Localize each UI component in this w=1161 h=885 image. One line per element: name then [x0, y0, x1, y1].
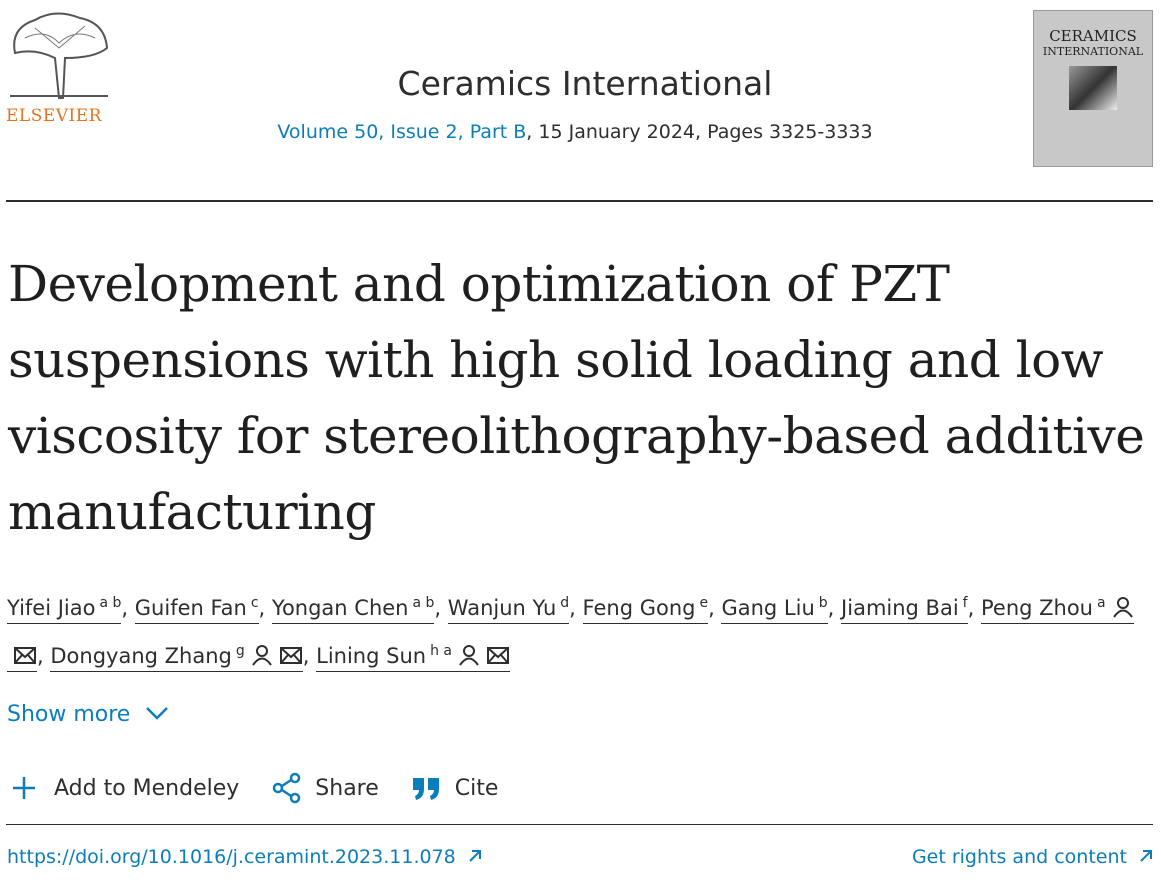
icon-part	[279, 647, 302, 664]
author-affiliation: a b	[99, 595, 122, 611]
article-title: Development and optimization of PZT susp…	[8, 255, 1145, 541]
rights-link[interactable]: Get rights and content	[912, 846, 1153, 868]
author-name: Dongyang Zhang	[50, 644, 232, 668]
author-affiliation: g	[235, 643, 245, 659]
author[interactable]: Guifen Fan c	[134, 595, 259, 624]
publisher-logo	[10, 12, 109, 99]
doi-text: https://doi.org/10.1016/j.ceramint.2023.…	[7, 846, 456, 868]
publisher-name: ELSEVIER	[6, 106, 102, 126]
author-name: Wanjun Yu	[447, 596, 557, 620]
email-icon	[486, 647, 509, 664]
separator: ,	[708, 596, 715, 620]
author-affiliation: e	[699, 595, 709, 611]
author[interactable]: Gang Liu b	[721, 595, 828, 624]
author[interactable]: Wanjun Yu d	[447, 595, 570, 624]
show-more-label: Show more	[7, 702, 131, 727]
icon-part	[251, 657, 272, 666]
cover-title: CERAMICS	[1049, 27, 1137, 45]
share-button[interactable]: Share	[315, 775, 379, 801]
journal-issue: Volume 50, Issue 2, Part B, 15 January 2…	[200, 121, 950, 143]
email-icon	[14, 647, 36, 664]
separator: ,	[37, 644, 44, 668]
separator: ,	[258, 596, 266, 620]
divider	[6, 200, 1153, 202]
journal-cover[interactable]: CERAMICS INTERNATIONAL	[1033, 10, 1153, 167]
icon-part	[1112, 609, 1133, 618]
author[interactable]: Jiaming Bai f	[841, 595, 968, 624]
author[interactable]: Lining Sun h a	[316, 643, 510, 672]
icon-part	[14, 647, 36, 664]
cite-button[interactable]: Cite	[454, 775, 499, 801]
separator: ,	[569, 596, 576, 620]
author-name: Lining Sun	[316, 644, 427, 668]
chevron-icon	[146, 707, 169, 720]
author[interactable]: Yongan Chen a b	[271, 595, 435, 624]
separator: ,	[827, 596, 835, 620]
author-affiliation: d	[560, 595, 570, 611]
icon-part	[255, 645, 268, 657]
cover-image	[1069, 66, 1117, 110]
separator: ,	[121, 596, 129, 620]
issue-details: , 15 January 2024, Pages 3325-3333	[526, 121, 873, 143]
person-icon	[459, 645, 479, 666]
author-affiliation: a	[1097, 595, 1106, 611]
divider	[6, 824, 1153, 825]
external-icon	[1140, 850, 1152, 862]
show-more[interactable]: Show more	[7, 702, 171, 727]
separator: ,	[302, 644, 310, 668]
icon-part	[279, 647, 302, 664]
icon-part	[14, 647, 36, 664]
author-list: Yifei Jiao a b, Guifen Fan c, Yongan Chen a…	[7, 582, 1157, 678]
author-affiliation: f	[962, 595, 968, 611]
separator: ,	[434, 596, 442, 620]
plus-icon	[13, 777, 35, 799]
journal-name[interactable]: Ceramics International	[397, 64, 773, 103]
author-affiliation: c	[250, 595, 259, 611]
author[interactable]: Dongyang Zhang g	[50, 643, 303, 672]
author-name: Jiaming Bai	[841, 596, 959, 620]
author[interactable]: Peng Zhou a	[7, 595, 1134, 672]
issue-link[interactable]: Volume 50, Issue 2, Part B	[277, 121, 527, 143]
mendeley-button[interactable]: Add to Mendeley	[54, 775, 240, 801]
doi-link[interactable]: https://doi.org/10.1016/j.ceramint.2023.…	[7, 846, 482, 868]
icon-part	[459, 657, 479, 666]
author-name: Yongan Chen	[271, 596, 409, 620]
cover-subtitle: INTERNATIONAL	[1042, 45, 1144, 58]
author-affiliation: a b	[412, 595, 435, 611]
separator: ,	[967, 596, 975, 620]
author[interactable]: Feng Gong e	[582, 595, 709, 624]
author-name: Gang Liu	[721, 596, 815, 620]
author-affiliation: b	[818, 595, 828, 611]
email-icon	[279, 647, 302, 664]
cite-icon	[412, 778, 439, 800]
icon-part	[1116, 597, 1129, 609]
author-name: Guifen Fan	[134, 596, 247, 620]
action-bar: Add to Mendeley Share Cite	[10, 772, 498, 804]
rights-text: Get rights and content	[911, 846, 1127, 868]
external-icon	[469, 850, 481, 862]
icon-part	[486, 647, 509, 664]
person-icon	[251, 645, 272, 666]
author-affiliation: h a	[430, 643, 452, 659]
share-icon	[273, 772, 301, 804]
icon-part	[462, 645, 475, 657]
author-name: Feng Gong	[582, 596, 696, 620]
person-icon	[1112, 597, 1133, 618]
author[interactable]: Yifei Jiao a b	[7, 595, 122, 624]
author-name: Peng Zhou	[980, 596, 1093, 620]
icon-part	[487, 647, 509, 664]
author-name: Yifei Jiao	[7, 596, 96, 620]
